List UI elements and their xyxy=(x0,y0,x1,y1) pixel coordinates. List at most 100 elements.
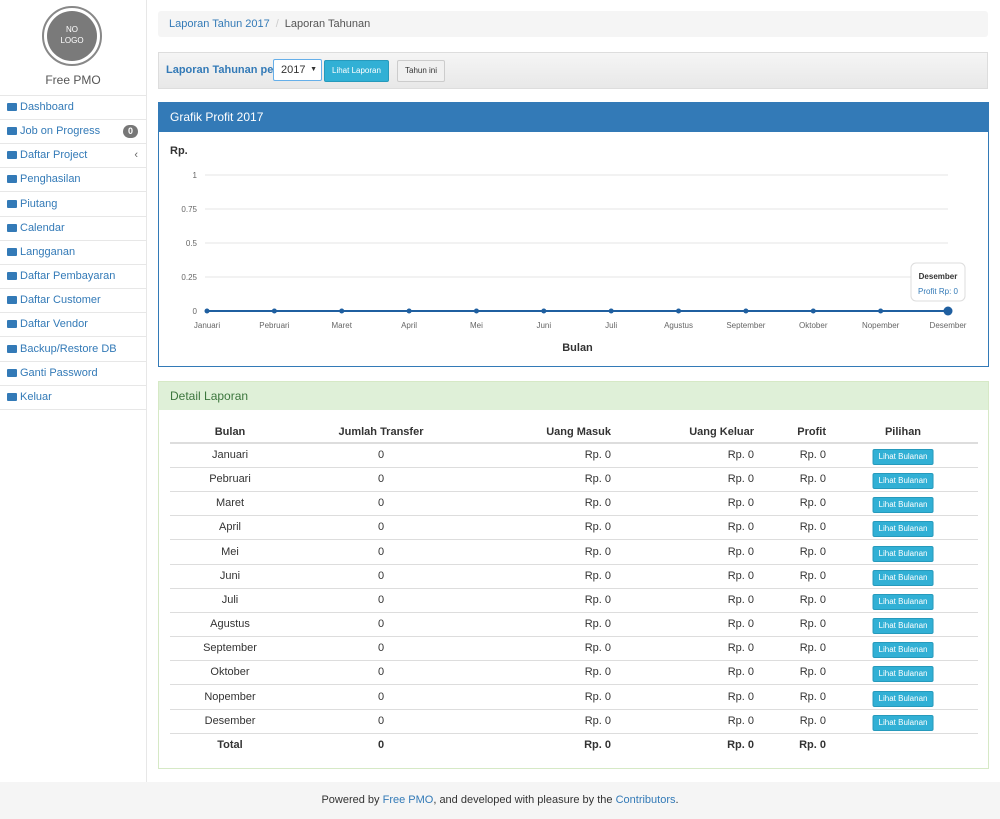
icon xyxy=(7,103,17,111)
menu-item[interactable]: Piutang xyxy=(0,193,146,217)
menu-item[interactable]: Dashboard xyxy=(0,96,146,120)
cell: Rp. 0 xyxy=(799,690,826,703)
point xyxy=(743,308,749,314)
cell: Rp. 0 xyxy=(584,593,611,606)
icon xyxy=(7,247,17,256)
menu-item[interactable]: Langganan xyxy=(0,241,146,265)
cell: Rp. 0 xyxy=(727,666,754,679)
cell: Mei xyxy=(221,545,239,558)
y-tick-label: 0.5 xyxy=(186,239,198,248)
cell: Rp. 0 xyxy=(799,521,826,534)
view-button[interactable]: Lihat Bulanan xyxy=(872,449,934,465)
icon xyxy=(7,175,17,184)
breadcrumb-link[interactable]: Laporan Tahun 2017 xyxy=(169,18,270,30)
total-cell: 0 xyxy=(377,739,385,751)
menu-item[interactable]: Backup/Restore DB xyxy=(0,338,146,362)
chart-panel: Grafik Profit 2017 xyxy=(158,102,989,367)
menu-item[interactable]: Daftar Vendor xyxy=(0,313,146,338)
toolbar: Laporan Tahunan per 2017 ▼ Lihat Laporan … xyxy=(158,52,988,89)
year-select[interactable]: 2017 ▼ xyxy=(273,59,322,81)
menu-label: Penghasilan xyxy=(20,173,81,186)
cell: 0 xyxy=(377,666,385,679)
total-cell: Total xyxy=(217,739,243,751)
cell: Rp. 0 xyxy=(727,593,754,606)
x-tick-label: Pebruari xyxy=(259,321,289,330)
row-rule xyxy=(170,515,978,517)
x-tick-label: Desember xyxy=(930,321,967,330)
tooltip-title: Desember xyxy=(919,272,958,281)
point xyxy=(473,308,479,314)
icon xyxy=(7,392,17,401)
row-rule xyxy=(170,467,978,468)
point xyxy=(406,308,412,314)
cell: Rp. 0 xyxy=(799,449,826,461)
menu-item[interactable]: Keluar xyxy=(0,386,146,410)
view-button[interactable]: Lihat Bulanan xyxy=(872,569,934,586)
cell: Rp. 0 xyxy=(584,449,611,461)
cell: 0 xyxy=(377,569,385,582)
view-button[interactable]: Lihat Bulanan xyxy=(872,521,934,538)
cell: Rp. 0 xyxy=(584,545,611,558)
footer-text: . xyxy=(675,794,679,806)
menu-item[interactable]: Daftar Customer xyxy=(0,289,146,314)
row-rule xyxy=(170,611,978,613)
button[interactable]: Tahun ini xyxy=(397,60,446,82)
detail-panel: Detail Laporan xyxy=(158,381,989,769)
row-rule xyxy=(170,732,978,734)
menu-item[interactable]: Ganti Password xyxy=(0,362,146,386)
cell: 0 xyxy=(377,593,385,606)
view-button[interactable]: Lihat Bulanan xyxy=(872,714,934,731)
view-button[interactable]: Lihat Bulanan xyxy=(872,497,934,514)
menu-item[interactable]: Job on Progress 0 xyxy=(0,120,146,145)
cell: Rp. 0 xyxy=(727,473,754,486)
cell: Rp. 0 xyxy=(727,521,754,534)
cell: Pebruari xyxy=(209,473,251,486)
icon xyxy=(7,151,17,160)
cell: 0 xyxy=(377,545,385,558)
menu-label: Daftar Customer xyxy=(20,294,101,307)
menu-item[interactable]: Daftar Project ‹ xyxy=(0,144,146,169)
point xyxy=(676,308,682,314)
button[interactable]: Lihat Laporan xyxy=(324,60,389,82)
menu-item[interactable]: Penghasilan xyxy=(0,168,146,193)
point xyxy=(608,308,614,314)
cell: Agustus xyxy=(210,618,250,631)
cell: Oktober xyxy=(210,666,250,679)
menu-label: Daftar Vendor xyxy=(20,318,88,331)
icon xyxy=(7,320,17,329)
row-rule xyxy=(170,539,978,541)
cell: Rp. 0 xyxy=(727,690,754,703)
cell: 0 xyxy=(377,473,385,486)
x-tick-label: Agustus xyxy=(664,321,693,330)
view-button[interactable]: Lihat Bulanan xyxy=(872,690,934,707)
cell: Rp. 0 xyxy=(727,642,754,655)
column-header: Bulan xyxy=(214,426,246,438)
view-button[interactable]: Lihat Bulanan xyxy=(872,593,934,610)
menu-item[interactable]: Calendar xyxy=(0,217,146,241)
view-button[interactable]: Lihat Bulanan xyxy=(872,666,934,683)
view-button[interactable]: Lihat Bulanan xyxy=(872,473,934,490)
cell: 0 xyxy=(377,449,385,461)
footer-link[interactable]: Free PMO xyxy=(382,794,434,806)
menu-item[interactable]: Daftar Pembayaran xyxy=(0,265,146,290)
cell: Juli xyxy=(221,593,239,606)
point xyxy=(810,308,816,314)
cell: Rp. 0 xyxy=(584,642,611,655)
menu-label: Piutang xyxy=(20,197,58,210)
cell: Rp. 0 xyxy=(584,666,611,679)
cell: Rp. 0 xyxy=(727,618,754,631)
x-tick-label: Oktober xyxy=(799,321,828,330)
view-button[interactable]: Lihat Bulanan xyxy=(872,642,934,659)
footer-link[interactable]: Contributors xyxy=(615,794,676,806)
detail-title: Detail Laporan xyxy=(159,382,988,410)
cell: Rp. 0 xyxy=(727,449,754,461)
view-button[interactable]: Lihat Bulanan xyxy=(872,545,934,562)
point xyxy=(271,308,277,314)
cell: Rp. 0 xyxy=(799,497,826,510)
footer: Powered by Free PMO, and developed with … xyxy=(0,782,1000,819)
icon xyxy=(7,344,17,353)
cell: Maret xyxy=(215,497,245,510)
view-button[interactable]: Lihat Bulanan xyxy=(872,618,934,635)
logo-text: LOGO xyxy=(60,36,83,45)
